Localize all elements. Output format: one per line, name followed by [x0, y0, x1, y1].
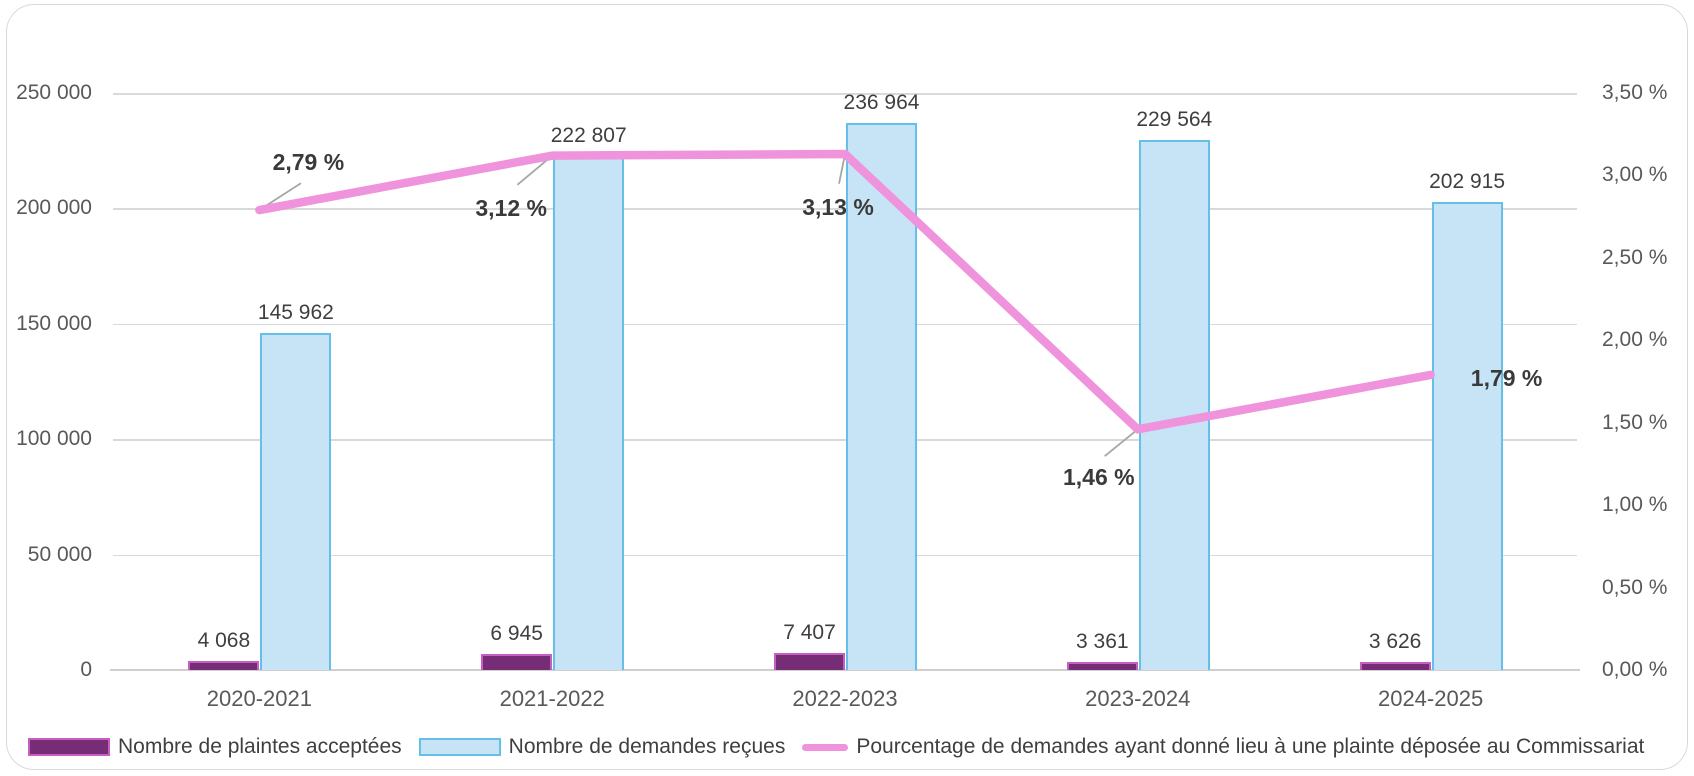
gridline [113, 93, 1577, 95]
bar-value-label: 236 964 [843, 91, 920, 115]
bar-value-label: 4 068 [197, 628, 251, 652]
label-leader-line [516, 154, 553, 186]
legend-swatch-demandes-recues-icon [418, 738, 501, 756]
bar-value-label: 3 626 [1368, 629, 1422, 653]
label-leader-line [258, 182, 302, 211]
bar-demandes-recues-2023-2024 [1138, 140, 1210, 670]
x-axis-label-2022-2023: 2022-2023 [792, 686, 898, 711]
bar-plaintes-acceptees-2022-2023 [774, 652, 845, 670]
y-axis-left-tick: 0 [80, 658, 92, 681]
bar-demandes-recues-2021-2022 [553, 155, 625, 670]
percentage-point-label: 1,46 % [1062, 464, 1135, 491]
y-axis-right-tick: 3,50 % [1602, 81, 1668, 104]
y-axis-left-tick: 50 000 [27, 542, 92, 566]
percentage-point-label: 3,12 % [475, 194, 547, 221]
y-axis-right-tick: 0,50 % [1602, 575, 1668, 599]
gridline [113, 439, 1577, 441]
y-axis-right-tick: 1,00 % [1602, 493, 1668, 517]
x-axis-label-2024-2025: 2024-2025 [1377, 686, 1484, 711]
gridline [113, 554, 1577, 557]
percentage-point-label: 1,79 % [1470, 364, 1543, 391]
bar-plaintes-acceptees-2020-2021 [188, 660, 260, 670]
y-axis-right-tick: 0,00 % [1602, 658, 1668, 681]
percentage-point-label: 3,13 % [802, 193, 874, 220]
bar-demandes-recues-2020-2021 [260, 333, 332, 670]
label-leader-line [1104, 428, 1139, 457]
y-axis-left-tick: 150 000 [16, 311, 92, 335]
bar-demandes-recues-2024-2025 [1431, 201, 1503, 670]
y-axis-left-tick: 250 000 [16, 81, 92, 104]
y-axis-right-tick: 3,00 % [1602, 163, 1668, 187]
legend-item-pourcentage: Pourcentage de demandes ayant donné lieu… [802, 735, 1644, 759]
legend-label-demandes-recues: Nombre de demandes reçues [508, 735, 786, 758]
y-axis-right-tick: 2,50 % [1602, 245, 1668, 269]
percentage-point-label: 2,79 % [272, 149, 345, 176]
bar-plaintes-acceptees-2021-2022 [481, 653, 553, 670]
bar-plaintes-acceptees-2024-2025 [1359, 661, 1431, 670]
x-axis-label-2020-2021: 2020-2021 [206, 686, 312, 711]
x-axis-label-2023-2024: 2023-2024 [1085, 686, 1191, 711]
legend: Nombre de plaintes acceptées Nombre de d… [28, 734, 1684, 760]
y-axis-left-tick: 200 000 [16, 196, 92, 220]
x-axis-line [110, 669, 1580, 671]
bar-value-label: 222 807 [550, 123, 627, 147]
bar-value-label: 3 361 [1076, 630, 1129, 654]
bar-value-label: 145 962 [257, 301, 334, 325]
legend-label-plaintes-acceptees: Nombre de plaintes acceptées [118, 735, 402, 758]
bar-value-label: 229 564 [1136, 108, 1213, 132]
legend-swatch-percentage-line-icon [802, 743, 849, 751]
bar-value-label: 6 945 [490, 621, 543, 645]
y-axis-right-tick: 1,50 % [1602, 410, 1668, 434]
legend-item-plaintes-acceptees: Nombre de plaintes acceptées [28, 735, 402, 759]
bar-value-label: 202 915 [1429, 169, 1506, 193]
legend-item-demandes-recues: Nombre de demandes reçues [418, 735, 786, 759]
legend-label-pourcentage: Pourcentage de demandes ayant donné lieu… [856, 735, 1645, 758]
y-axis-right-tick: 2,00 % [1602, 328, 1668, 352]
bar-value-label: 7 407 [783, 620, 836, 644]
label-leader-line [838, 153, 846, 184]
legend-swatch-plaintes-acceptees-icon [28, 738, 110, 756]
x-axis-label-2021-2022: 2021-2022 [499, 686, 605, 711]
y-axis-left-tick: 100 000 [16, 427, 92, 451]
bar-plaintes-acceptees-2023-2024 [1066, 662, 1138, 670]
